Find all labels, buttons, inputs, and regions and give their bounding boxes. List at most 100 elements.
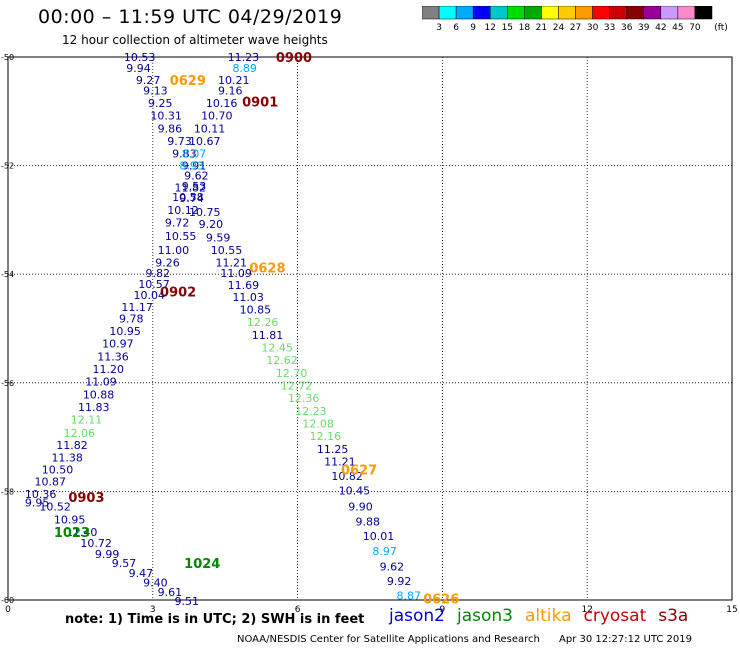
wave-height-label: 10.16 <box>206 97 238 110</box>
wave-height-label: 10.85 <box>240 303 272 316</box>
y-tick-label: -50 <box>1 53 14 62</box>
footnote: note: 1) Time is in UTC; 2) SWH is in fe… <box>65 612 365 627</box>
pass-time-label: 1023 <box>54 526 90 541</box>
wave-height-label: 11.36 <box>97 351 129 364</box>
x-tick-label: 3 <box>150 605 156 615</box>
pass-time-label: 1024 <box>184 557 220 572</box>
wave-height-label: 10.70 <box>201 110 233 123</box>
wave-height-label: 9.82 <box>146 267 171 280</box>
wave-height-label: 11.09 <box>220 267 252 280</box>
scale-tick-label: 9 <box>470 23 476 33</box>
scale-tick-label: 3 <box>436 23 442 33</box>
wave-height-label: 9.62 <box>184 169 209 182</box>
wave-height-label: 11.69 <box>228 279 260 292</box>
x-tick-label: 15 <box>726 605 737 615</box>
wave-height-label: 9.51 <box>175 595 200 608</box>
wave-height-label: 11.20 <box>92 363 124 376</box>
wave-height-label: 9.83 <box>172 148 197 161</box>
legend-item-jason2: jason2 <box>389 606 445 626</box>
pass-time-label: 0626 <box>423 592 459 607</box>
wave-height-label: 10.45 <box>339 484 371 497</box>
wave-height-label: 9.59 <box>206 231 231 244</box>
wave-height-label: 10.97 <box>102 338 133 351</box>
wave-height-label: 11.38 <box>51 452 83 465</box>
wave-height-label: 11.82 <box>175 181 207 194</box>
scale-tick-label: 18 <box>519 23 531 33</box>
y-tick-label: -60 <box>1 596 14 605</box>
legend-item-jason3: jason3 <box>457 606 513 626</box>
wave-height-label: 8.07 <box>182 148 207 161</box>
wave-height-label: 11.23 <box>228 51 260 64</box>
wave-height-label: 11.17 <box>121 301 153 314</box>
wave-height-label: 9.53 <box>182 180 207 193</box>
wave-height-label: 9.13 <box>143 85 168 98</box>
scale-tick-label: 12 <box>485 23 496 33</box>
wave-height-label: 12.72 <box>281 380 313 393</box>
wave-height-label: 11.40 <box>66 526 98 539</box>
wave-height-label: 11.83 <box>78 401 110 414</box>
scale-tick-label: 33 <box>604 23 615 33</box>
wave-height-label: 9.90 <box>348 501 373 514</box>
wave-height-label: 9.94 <box>126 62 150 75</box>
wave-height-label: 9.20 <box>199 218 224 231</box>
legend-item-cryosat: cryosat <box>583 606 647 626</box>
chart-subtitle: 12 hour collection of altimeter wave hei… <box>62 33 328 47</box>
x-tick-label: 9 <box>440 605 446 615</box>
wave-height-label: 9.16 <box>218 85 243 98</box>
y-tick-label: -58 <box>1 487 14 496</box>
wave-height-label: 11.09 <box>85 376 117 389</box>
wave-height-label: 11.21 <box>324 456 356 469</box>
wave-height-label: 9.86 <box>158 123 183 136</box>
wave-height-label: 10.04 <box>133 289 165 302</box>
wave-height-label: 9.74 <box>179 192 204 205</box>
y-tick-label: -56 <box>1 379 14 388</box>
wave-height-label: 9.92 <box>387 575 412 588</box>
wave-height-label: 9.26 <box>155 256 180 269</box>
wave-height-label: 11.21 <box>216 256 248 269</box>
pass-time-label: 0903 <box>68 491 104 506</box>
y-tick-label: -52 <box>1 162 14 171</box>
chart-title: 00:00 – 11:59 UTC 04/29/2019 <box>38 6 343 28</box>
wave-height-label: 10.01 <box>363 530 395 543</box>
wave-height-label: 11.03 <box>232 291 264 304</box>
satellite-legend: jason2 jason3 altika cryosat s3a <box>389 606 700 626</box>
plot-frame <box>7 56 733 601</box>
wave-height-label: 10.55 <box>211 244 243 257</box>
scale-unit: (ft) <box>714 23 728 33</box>
wave-height-label: 9.61 <box>158 586 183 599</box>
scale-tick-label: 45 <box>672 23 683 33</box>
pass-time-label: 0901 <box>242 96 278 111</box>
wave-height-label: 10.52 <box>39 501 71 514</box>
y-tick-label: -54 <box>1 270 14 279</box>
wave-height-label: 9.72 <box>165 217 190 230</box>
wave-height-label: 11.00 <box>158 244 190 257</box>
scale-tick-label: 24 <box>553 23 565 33</box>
wave-height-label: 12.16 <box>310 430 342 443</box>
wave-height-label: 11.25 <box>317 443 349 456</box>
wave-height-label: 8.93 <box>179 160 204 173</box>
agency-credit: NOAA/NESDIS Center for Satellite Applica… <box>237 634 540 645</box>
wave-height-label: 9.40 <box>143 577 168 590</box>
scale-tick-label: 36 <box>621 23 633 33</box>
wave-height-label: 10.12 <box>167 204 199 217</box>
legend-item-altika: altika <box>525 606 572 626</box>
wave-height-label: 10.72 <box>80 537 112 550</box>
x-tick-label: 6 <box>295 605 301 615</box>
scale-tick-label: 6 <box>453 23 459 33</box>
wave-height-label: 9.88 <box>356 515 381 528</box>
wave-height-label: 10.95 <box>109 325 141 338</box>
wave-height-label: 10.50 <box>42 464 74 477</box>
x-tick-label: 12 <box>581 605 592 615</box>
wave-height-label: 9.78 <box>119 313 144 326</box>
wave-height-label: 8.89 <box>232 62 257 75</box>
pass-time-label: 0900 <box>276 51 312 66</box>
wave-height-label: 12.23 <box>295 405 327 418</box>
wave-height-label: 9.57 <box>112 557 137 570</box>
wave-height-label: 10.11 <box>194 123 226 136</box>
wave-height-label: 9.62 <box>380 560 405 573</box>
scale-swatch <box>694 6 713 20</box>
wave-height-label: 10.57 <box>138 278 170 291</box>
wave-height-label: 9.91 <box>182 160 207 173</box>
wave-height-label: 10.75 <box>189 206 221 219</box>
